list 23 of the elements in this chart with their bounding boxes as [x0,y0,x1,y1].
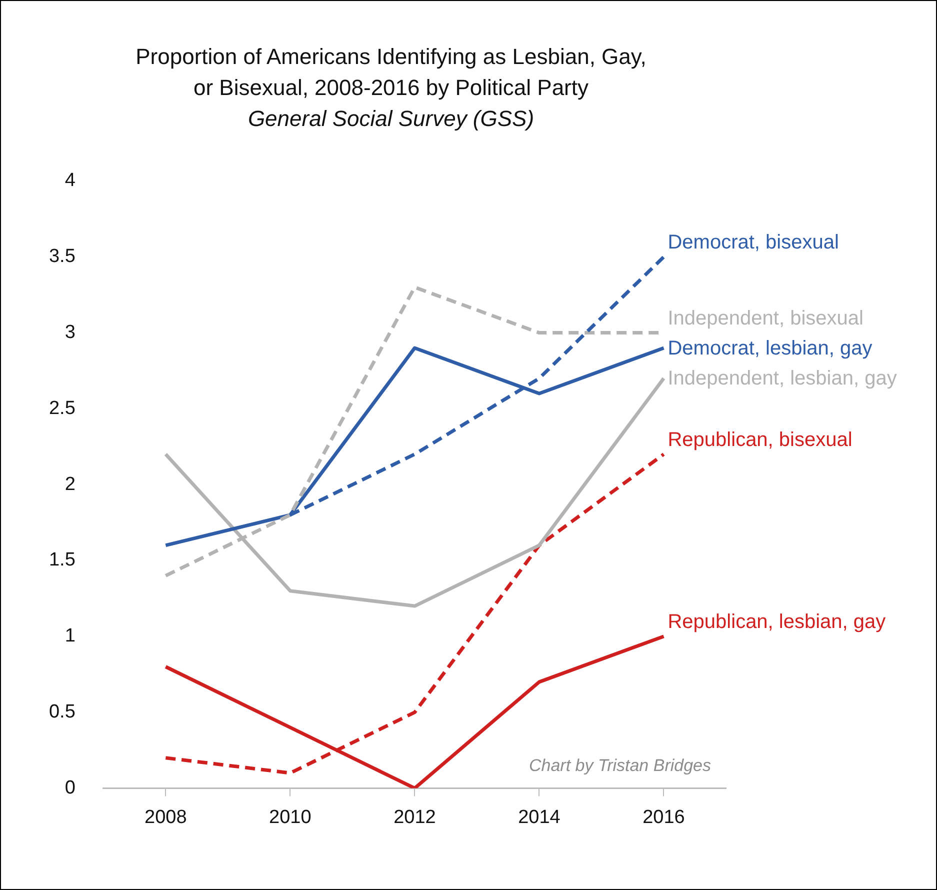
series-label: Democrat, bisexual [668,231,839,254]
series-label: Independent, bisexual [668,307,864,330]
series-label: Independent, lesbian, gay [668,367,897,390]
x-tick-label: 2014 [518,806,561,828]
y-tick-label: 0.5 [48,702,76,723]
y-tick-label: 1.5 [48,550,76,571]
y-tick-label: 0 [64,777,76,798]
annotation: Chart by Tristan Bridges [528,756,712,775]
x-tick-label: 2012 [394,806,436,828]
y-tick-label: 3 [64,322,76,344]
series-label: Republican, lesbian, gay [668,610,886,633]
y-tick-label: 4 [64,170,76,192]
series-label: Republican, bisexual [668,428,852,451]
x-tick-label: 2008 [144,806,187,828]
y-tick-label: 1 [64,626,76,647]
chart-title: Proportion of Americans Identifying as Lesbian, Gay, or Bisexual, 2008-2016 by Political Party [134,43,648,102]
x-tick-label: 2016 [642,806,685,828]
chart-subtitle: General Social Survey (GSS) [246,105,536,133]
series-label: Democrat, lesbian, gay [668,337,872,360]
y-tick-label: 3.5 [48,246,76,268]
y-tick-label: 2 [64,474,76,495]
y-tick-label: 2.5 [48,398,76,419]
x-tick-label: 2010 [269,806,312,828]
